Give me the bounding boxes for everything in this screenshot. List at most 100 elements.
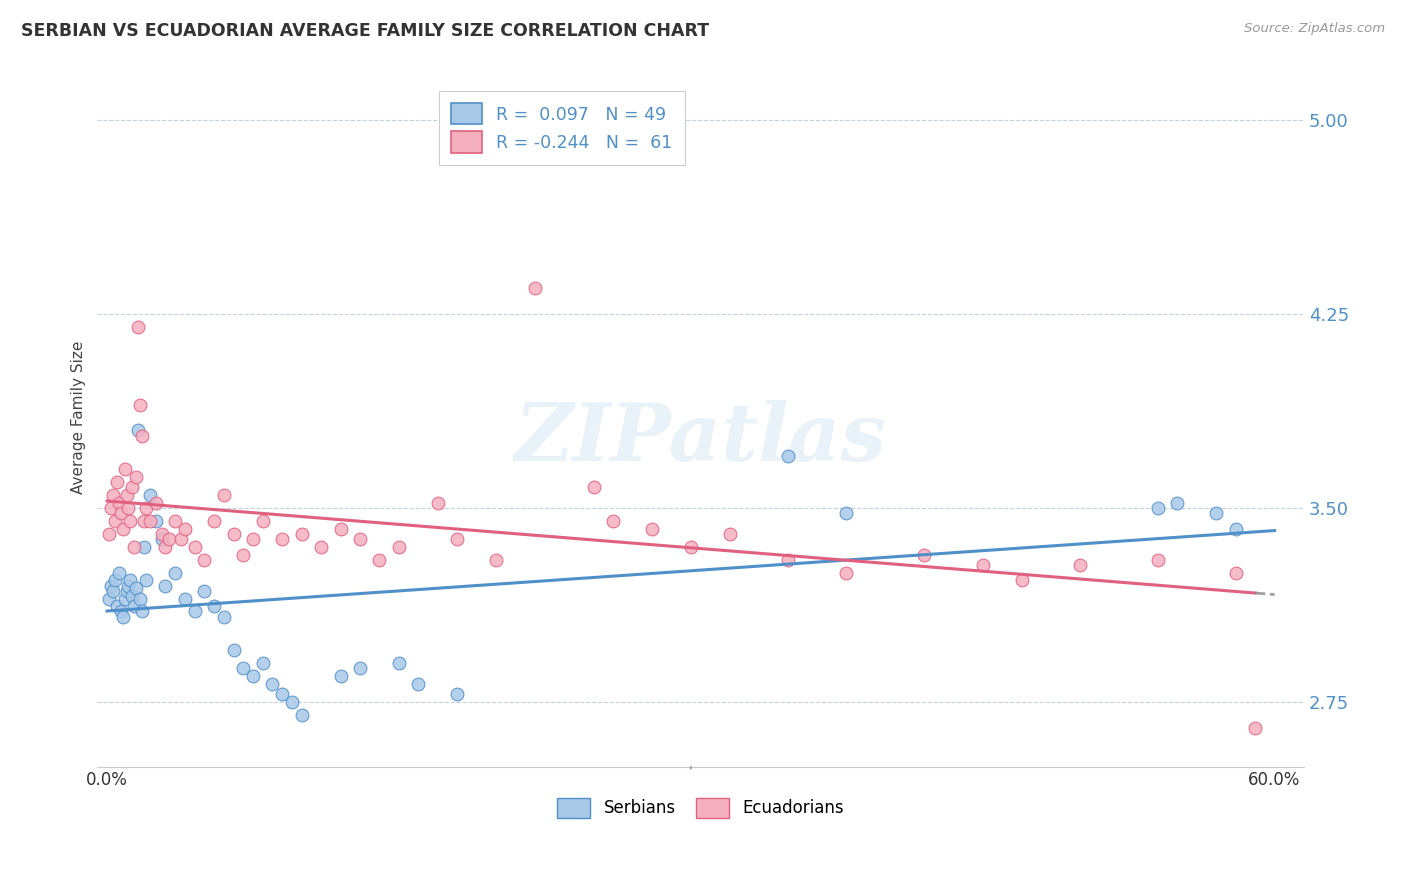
Point xyxy=(242,669,264,683)
Point xyxy=(129,398,152,412)
Point xyxy=(349,661,371,675)
Point xyxy=(232,661,254,675)
Point xyxy=(1205,506,1227,520)
Point xyxy=(262,677,284,691)
Point xyxy=(157,532,180,546)
Point xyxy=(426,496,449,510)
Point xyxy=(174,591,197,606)
Point xyxy=(124,540,146,554)
Point xyxy=(131,428,153,442)
Point xyxy=(105,475,128,490)
Point xyxy=(117,578,139,592)
Point xyxy=(972,558,994,572)
Point xyxy=(778,450,800,464)
Y-axis label: Average Family Size: Average Family Size xyxy=(72,341,86,494)
Point xyxy=(641,522,664,536)
Point xyxy=(349,532,371,546)
Point xyxy=(131,604,153,618)
Point xyxy=(125,581,148,595)
Point xyxy=(202,599,225,614)
Point xyxy=(222,643,245,657)
Point xyxy=(1146,501,1168,516)
Point xyxy=(388,656,411,670)
Point xyxy=(309,540,332,554)
Point xyxy=(835,506,858,520)
Point xyxy=(242,532,264,546)
Point xyxy=(107,496,129,510)
Point xyxy=(388,540,411,554)
Point xyxy=(1166,496,1188,510)
Point xyxy=(105,599,128,614)
Point xyxy=(139,488,162,502)
Point xyxy=(120,574,142,588)
Point xyxy=(127,320,149,334)
Point xyxy=(202,514,225,528)
Point xyxy=(1225,522,1247,536)
Point xyxy=(124,599,146,614)
Point xyxy=(835,566,858,580)
Point xyxy=(329,669,352,683)
Point xyxy=(132,540,155,554)
Point xyxy=(114,462,136,476)
Point xyxy=(271,532,294,546)
Point xyxy=(100,578,122,592)
Point xyxy=(155,540,177,554)
Point xyxy=(120,514,142,528)
Point xyxy=(145,514,167,528)
Point xyxy=(121,480,143,494)
Point xyxy=(110,604,132,618)
Point xyxy=(485,553,508,567)
Point xyxy=(165,514,187,528)
Point xyxy=(252,656,274,670)
Point xyxy=(1225,566,1247,580)
Point xyxy=(212,488,235,502)
Point xyxy=(132,514,155,528)
Point xyxy=(183,604,205,618)
Point xyxy=(582,480,605,494)
Point xyxy=(912,548,935,562)
Point xyxy=(1244,721,1267,735)
Point xyxy=(107,566,129,580)
Point xyxy=(121,589,143,603)
Point xyxy=(778,553,800,567)
Point xyxy=(115,583,138,598)
Legend: Serbians, Ecuadorians: Serbians, Ecuadorians xyxy=(550,791,851,824)
Point xyxy=(291,527,314,541)
Point xyxy=(115,488,138,502)
Point xyxy=(165,566,187,580)
Point xyxy=(155,578,177,592)
Point xyxy=(193,553,215,567)
Point xyxy=(104,574,127,588)
Point xyxy=(1011,574,1033,588)
Point xyxy=(101,488,124,502)
Point xyxy=(135,501,157,516)
Point xyxy=(679,540,702,554)
Point xyxy=(150,527,173,541)
Text: SERBIAN VS ECUADORIAN AVERAGE FAMILY SIZE CORRELATION CHART: SERBIAN VS ECUADORIAN AVERAGE FAMILY SIZ… xyxy=(21,22,709,40)
Point xyxy=(193,583,215,598)
Point xyxy=(1146,553,1168,567)
Point xyxy=(135,574,157,588)
Point xyxy=(446,532,468,546)
Point xyxy=(212,609,235,624)
Point xyxy=(174,522,197,536)
Point xyxy=(145,496,167,510)
Point xyxy=(101,583,124,598)
Point xyxy=(252,514,274,528)
Point xyxy=(1069,558,1091,572)
Point xyxy=(408,677,430,691)
Point xyxy=(183,540,205,554)
Text: Source: ZipAtlas.com: Source: ZipAtlas.com xyxy=(1244,22,1385,36)
Point xyxy=(127,424,149,438)
Point xyxy=(222,527,245,541)
Point xyxy=(98,527,121,541)
Point xyxy=(114,591,136,606)
Point xyxy=(232,548,254,562)
Point xyxy=(117,501,139,516)
Point xyxy=(100,501,122,516)
Point xyxy=(718,527,741,541)
Point xyxy=(291,707,314,722)
Point xyxy=(104,514,127,528)
Point xyxy=(602,514,624,528)
Point xyxy=(524,281,547,295)
